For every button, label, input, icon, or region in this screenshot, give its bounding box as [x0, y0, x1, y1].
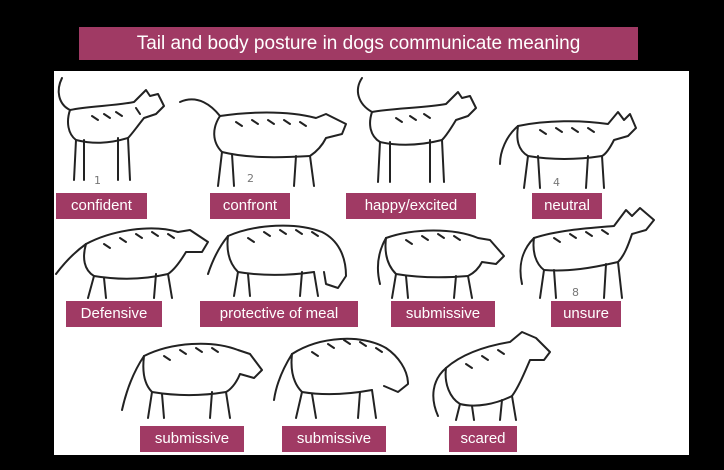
label-scared: scared: [449, 426, 517, 452]
label-confront: confront: [210, 193, 290, 219]
dog-illustration-unsure: [514, 202, 660, 302]
figure-number-8: 8: [572, 286, 579, 299]
slide-title: Tail and body posture in dogs communicat…: [79, 27, 638, 60]
figure-number-2: 2: [247, 172, 254, 185]
figure-number-4: 4: [553, 176, 560, 189]
dog-illustration-protective-of-meal: [206, 218, 352, 300]
dog-illustration-submissive-1: [364, 222, 508, 302]
dog-illustration-happy-excited: [354, 76, 482, 188]
figure-number-1: 1: [94, 174, 101, 187]
label-submissive-2: submissive: [140, 426, 244, 452]
dog-illustration-neutral: [496, 106, 640, 192]
label-confident: confident: [56, 193, 147, 219]
label-neutral: neutral: [532, 193, 602, 219]
label-submissive-3: submissive: [282, 426, 386, 452]
dog-illustration-submissive-3: [268, 330, 414, 422]
label-submissive-1: submissive: [391, 301, 495, 327]
dog-illustration-scared: [426, 328, 554, 424]
dog-illustration-confront: [176, 92, 354, 192]
label-protective-of-meal: protective of meal: [200, 301, 358, 327]
label-happy-excited: happy/excited: [346, 193, 476, 219]
label-defensive: Defensive: [66, 301, 162, 327]
dog-illustration-defensive: [52, 218, 212, 302]
label-unsure: unsure: [551, 301, 621, 327]
dog-illustration-confident: [52, 76, 170, 186]
dog-illustration-submissive-2: [118, 334, 264, 422]
